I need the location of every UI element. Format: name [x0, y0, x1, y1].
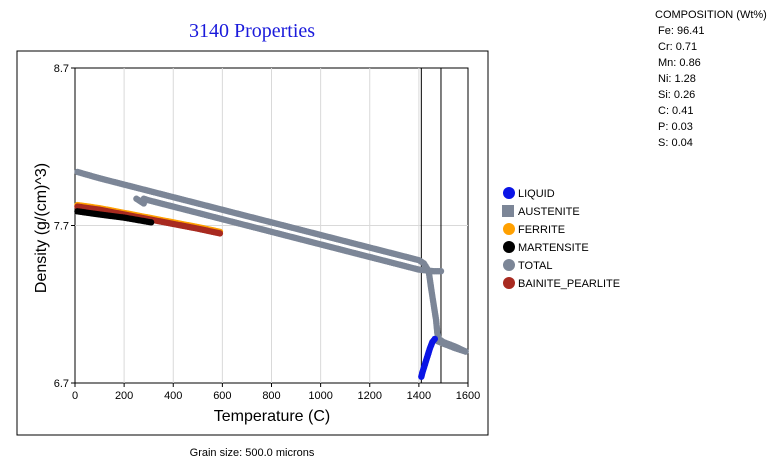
chart-title: 3140 Properties: [189, 20, 315, 42]
curve-point: [146, 218, 153, 226]
series-liquid: [418, 335, 439, 380]
series-martensite: [74, 208, 155, 226]
legend-label: MARTENSITE: [518, 242, 589, 254]
y-tick-label: 6.7: [54, 378, 69, 390]
y-axis-label: Density (g/(cm)^3): [33, 163, 50, 293]
legend-item-austenite: AUSTENITE: [502, 205, 580, 218]
x-tick-label: 1000: [308, 390, 332, 402]
composition-title: COMPOSITION (Wt%): [655, 9, 767, 21]
x-tick-label: 200: [115, 390, 133, 402]
composition-item: Mn: 0.86: [658, 57, 701, 69]
curve-point: [214, 229, 222, 237]
composition-item: Si: 0.26: [658, 89, 695, 101]
x-tick-label: 1200: [358, 390, 382, 402]
legend-swatch: [503, 259, 515, 271]
legend-item-martensite: MARTENSITE: [503, 241, 589, 254]
legend-swatch: [502, 205, 514, 217]
composition-item: C: 0.41: [658, 105, 693, 117]
series-total: [74, 168, 469, 355]
legend-label: FERRITE: [518, 224, 565, 236]
series-layer: [74, 168, 469, 380]
legend-swatch: [503, 187, 515, 199]
y-tick-label: 7.7: [54, 221, 69, 233]
curve-point: [435, 267, 443, 275]
legend-item-ferrite: FERRITE: [503, 223, 565, 236]
legend-label: LIQUID: [518, 188, 555, 200]
legend-label: AUSTENITE: [518, 206, 580, 218]
composition-item: Cr: 0.71: [658, 41, 697, 53]
curve-point: [460, 347, 468, 355]
legend: LIQUID AUSTENITE FERRITE MARTENSITE TOTAL BAI…: [502, 187, 620, 290]
grain-size-label: Grain size: 500.0 microns: [190, 447, 315, 459]
x-tick-label: 400: [164, 390, 182, 402]
series-austenite: [140, 195, 469, 355]
x-tick-label: 0: [72, 390, 78, 402]
x-tick-label: 600: [213, 390, 231, 402]
composition-list: Fe: 96.41 Cr: 0.71 Mn: 0.86 Ni: 1.28 Si: 0.2…: [658, 25, 704, 149]
composition-item: P: 0.03: [658, 121, 693, 133]
composition-item: Ni: 1.28: [658, 73, 696, 85]
legend-swatch: [503, 223, 515, 235]
curve-point: [430, 337, 437, 344]
legend-label: BAINITE_PEARLITE: [518, 278, 620, 290]
legend-item-total: TOTAL: [503, 259, 552, 272]
x-tick-label: 1400: [407, 390, 431, 402]
composition-item: Fe: 96.41: [658, 25, 704, 37]
legend-swatch: [503, 277, 515, 289]
x-tick-label: 1600: [456, 390, 480, 402]
legend-item-liquid: LIQUID: [503, 187, 555, 200]
composition-item: S: 0.04: [658, 137, 693, 149]
phase-boundary-lines: [420, 68, 442, 383]
legend-swatch: [503, 241, 515, 253]
axis-ticks: 0 200 400 600 800 1000 1200 1400 1600 6.7 7.7 8.7: [54, 63, 481, 402]
x-axis-label: Temperature (C): [214, 408, 330, 425]
y-tick-label: 8.7: [54, 63, 69, 75]
legend-label: TOTAL: [518, 260, 552, 272]
x-tick-label: 800: [262, 390, 280, 402]
legend-item-bainite_pearlite: BAINITE_PEARLITE: [503, 277, 620, 290]
chart-frame: [16, 50, 489, 436]
